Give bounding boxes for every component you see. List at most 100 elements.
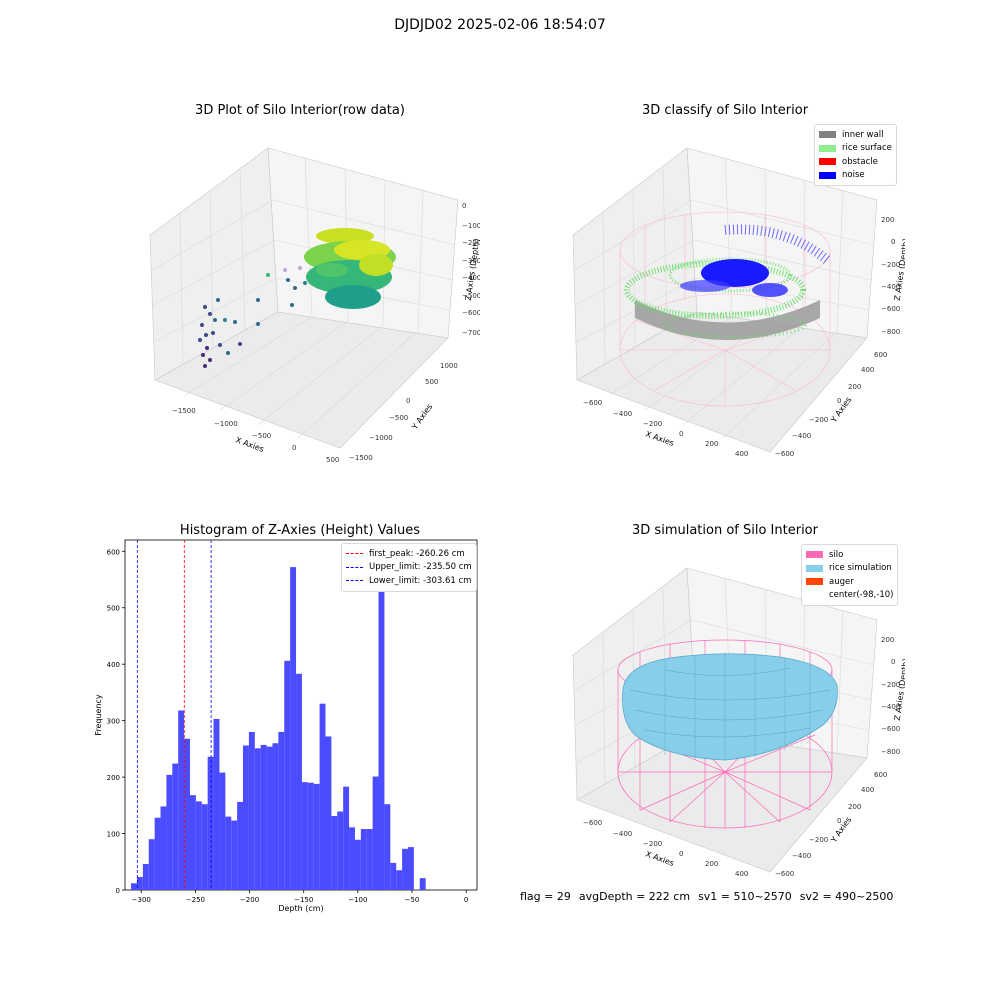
y-tick: −400 <box>792 432 811 440</box>
x-tick: 0 <box>679 850 683 858</box>
z-tick: −700 <box>462 329 480 337</box>
z-tick: 0 <box>462 202 466 210</box>
histogram-bar <box>349 827 355 890</box>
histogram-bar <box>172 763 179 890</box>
y-ticks: 0 100 200 300 400 500 600 <box>107 548 125 895</box>
x-tick: 0 <box>679 430 683 438</box>
y-tick: 600 <box>874 351 887 359</box>
legend-label: Upper_limit: -235.50 cm <box>369 562 472 573</box>
legend-label: rice simulation <box>829 563 892 574</box>
x-tick-label: −150 <box>294 896 313 904</box>
z-tick: −200 <box>881 261 900 269</box>
y-axis-label: Y Axies <box>410 402 435 432</box>
legend-item-silo: silo <box>806 548 893 562</box>
flag-value: flag = 29 <box>520 890 571 903</box>
z-tick: −200 <box>881 681 900 689</box>
panel2-title: 3D classify of Silo Interior <box>641 103 809 118</box>
y-tick: 0 <box>406 397 410 405</box>
legend-label: obstacle <box>842 156 878 167</box>
histogram-bar <box>390 862 397 890</box>
legend-item-first-peak: first_peak: -260.26 cm <box>346 547 472 561</box>
inner-wall-points <box>635 300 820 340</box>
pane-floor <box>576 311 868 453</box>
x-tick-label: 0 <box>464 896 468 904</box>
histogram-bar <box>301 782 308 890</box>
z-tick: 0 <box>891 238 895 246</box>
swatch-silo <box>806 551 823 559</box>
histogram-bar <box>266 746 273 890</box>
histogram-bar <box>184 738 190 890</box>
z-ticks: 200 0 −200 −400 −600 −800 <box>881 216 900 336</box>
status-line: flag = 29 avgDepth = 222 cm sv1 = 510~2570… <box>520 890 901 903</box>
swatch-auger <box>806 578 823 586</box>
histogram-bar <box>337 811 344 890</box>
histogram-bar <box>231 820 238 890</box>
histogram-bar <box>189 795 196 890</box>
z-tick: −400 <box>462 274 480 282</box>
x-tick: −400 <box>613 410 632 418</box>
panel1-title: 3D Plot of Silo Interior(row data) <box>195 103 405 118</box>
swatch-obstacle <box>819 158 836 166</box>
histogram-bar <box>225 816 232 890</box>
swatch-center <box>806 592 823 599</box>
x-ticks: −600 −400 −200 0 200 400 <box>583 819 748 878</box>
y-tick: 0 <box>837 397 841 405</box>
histogram-bar <box>354 839 361 890</box>
histogram-bar <box>343 786 350 890</box>
histogram-bar <box>296 673 302 890</box>
figure-title: DJDJD02 2025-02-06 18:54:07 <box>394 17 606 33</box>
x-tick: −600 <box>583 819 602 827</box>
x-tick: −1000 <box>214 420 238 428</box>
z-tick: 200 <box>881 216 894 224</box>
y-tick: 400 <box>861 366 874 374</box>
histogram-bar <box>248 731 255 890</box>
z-tick: −600 <box>881 725 900 733</box>
histogram-bar <box>136 877 143 890</box>
sv1-value: sv1 = 510~2570 <box>698 890 792 903</box>
y-axis-label: Frequency <box>94 694 103 736</box>
histogram-bar <box>207 756 214 890</box>
y-tick: 200 <box>848 803 861 811</box>
z-tick: −600 <box>462 309 480 317</box>
histogram-bar <box>243 745 249 890</box>
histogram-bar <box>407 847 414 890</box>
histogram-bar <box>366 829 373 890</box>
y-tick: −400 <box>792 852 811 860</box>
histogram-bar <box>284 660 291 890</box>
classified-3d-scatter: 200 0 −200 −400 −600 −800 Z Axies (Depth… <box>572 147 905 458</box>
histogram-legend: first_peak: -260.26 cm Upper_limit: -235… <box>341 543 477 592</box>
simulation-3d-surface: 200 0 −200 −400 −600 −800 Z Axies (Depth… <box>572 567 905 878</box>
histogram-bar <box>419 878 426 890</box>
panel4-title: 3D simulation of Silo Interior <box>632 523 818 538</box>
swatch-rice-simulation <box>806 564 823 572</box>
y-tick-label: 400 <box>107 661 120 669</box>
legend-item-center: center(-98,-10) <box>806 589 893 603</box>
y-tick: −500 <box>389 414 408 422</box>
line-swatch-lower-limit <box>346 580 363 582</box>
pane-floor <box>576 731 868 873</box>
x-tick-label: −300 <box>132 896 151 904</box>
y-tick-label: 300 <box>107 718 120 726</box>
line-swatch-first-peak <box>346 553 363 555</box>
y-tick: 600 <box>874 771 887 779</box>
y-tick-label: 600 <box>107 548 120 556</box>
line-swatch-upper-limit <box>346 566 363 568</box>
y-tick: −600 <box>775 870 794 878</box>
legend-label: auger <box>829 576 854 587</box>
x-axis-label: X Axies <box>644 849 675 868</box>
x-tick: −600 <box>583 399 602 407</box>
z-ticks: 200 0 −200 −400 −600 −800 <box>881 636 900 756</box>
legend-item-noise: noise <box>819 169 892 183</box>
y-tick: 500 <box>425 378 438 386</box>
panel3-title: Histogram of Z-Axies (Height) Values <box>179 523 421 538</box>
x-tick: 500 <box>326 456 339 464</box>
histogram-bar <box>307 782 314 890</box>
y-tick: −1000 <box>369 434 393 442</box>
x-axis-label: Depth (cm) <box>278 904 323 913</box>
z-tick: 200 <box>881 636 894 644</box>
z-tick: −400 <box>881 283 900 291</box>
z-ticks: 0 −100 −200 −300 −400 −500 −600 −700 <box>462 202 480 337</box>
histogram-bar <box>154 817 161 890</box>
y-ticks: −600 −400 −200 0 200 400 600 <box>775 351 887 458</box>
classify-legend: inner wall rice surface obstacle noise <box>814 124 897 186</box>
